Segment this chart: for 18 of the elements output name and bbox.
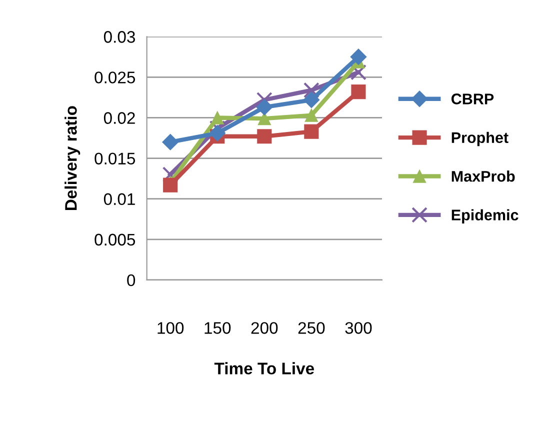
legend-label: Epidemic — [452, 209, 518, 224]
x-tick-label: 100 — [158, 322, 184, 334]
y-tick-label: 0.005 — [94, 234, 136, 246]
y-axis-title: Delivery ratio — [64, 106, 80, 210]
x-tick-label: 200 — [251, 322, 278, 334]
legend-label: Prophet — [452, 132, 508, 146]
legend-label: CBRP — [451, 94, 494, 104]
y-tick-label: 0.025 — [94, 72, 136, 84]
y-tick-label: 0 — [127, 274, 136, 286]
x-tick-label: 250 — [298, 322, 325, 334]
y-tick-label: 0.02 — [104, 112, 135, 124]
x-tick-label: 150 — [204, 322, 231, 334]
y-tick-label: 0.015 — [94, 152, 136, 164]
y-tick-label: 0.01 — [104, 193, 135, 206]
x-axis-title: Time To Live — [214, 362, 314, 374]
legend-label: MaxProb — [452, 170, 515, 182]
y-tick-label: 0.03 — [104, 31, 135, 43]
x-tick-label: 300 — [345, 322, 372, 334]
